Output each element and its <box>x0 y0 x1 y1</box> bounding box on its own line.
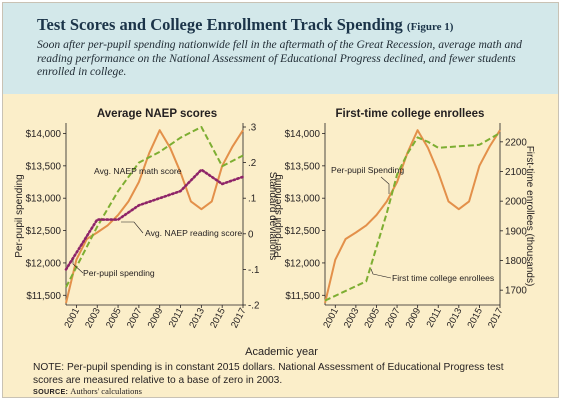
series-annotation: Per-pupil Spending <box>331 165 404 175</box>
annotation-leader <box>72 259 84 274</box>
series-line-2 <box>64 168 245 271</box>
series-line-1 <box>65 126 244 288</box>
y2-tick-label: 0 <box>248 229 254 240</box>
source-label: SOURCE: <box>33 387 69 396</box>
y-tick-label: $14,000 <box>26 129 62 140</box>
charts-svg: Average NAEP scores $11,500 $12,000 $12,500… <box>14 108 535 330</box>
series-annotation: Avg. NAEP reading score <box>145 228 242 238</box>
x-tick-label: 2013 <box>187 306 207 330</box>
figure-title: Test Scores and College Enrollment Track… <box>37 15 453 35</box>
figure-reference: (Figure 1) <box>406 21 454 33</box>
y2-tick-label: 1700 <box>505 286 527 297</box>
y2-tick-label: .3 <box>248 123 257 134</box>
y-tick-label: $12,500 <box>26 226 62 237</box>
x-tick-label: 2015 <box>208 306 228 330</box>
x-tick-label: 2005 <box>362 306 382 330</box>
x-tick-label: 2007 <box>383 306 403 330</box>
y-tick-label: $11,500 <box>26 291 61 302</box>
y-tick-label: $14,000 <box>285 129 321 140</box>
series-annotation: First time college enrollees <box>392 273 494 283</box>
figure-title-text: Test Scores and College Enrollment Track… <box>37 15 403 34</box>
y2-tick-label: 2100 <box>505 167 527 178</box>
y2-tick-label: .1 <box>248 194 256 205</box>
x-tick-label: 2013 <box>445 306 465 330</box>
x-axis-title: Academic year <box>245 346 318 358</box>
x-tick-label: 2007 <box>125 306 145 330</box>
y2-tick-label: 2200 <box>505 137 527 148</box>
x-tick-label: 2009 <box>146 306 166 330</box>
y-axis-title: Per-pupil spending <box>14 174 25 257</box>
x-tick-label: 2011 <box>425 306 444 329</box>
series-line-0 <box>324 129 501 304</box>
x-tick-label: 2009 <box>404 306 424 330</box>
y2-axis-title: Standard deviations <box>267 172 278 260</box>
figure-note: NOTE: Per-pupil spending is in constant … <box>33 362 504 387</box>
x-tick-label: 2001 <box>62 306 82 330</box>
annotation-leader <box>370 268 392 279</box>
x-tick-label: 2017 <box>229 306 249 330</box>
series-annotation: Per-pupil spending <box>83 268 155 278</box>
figure-source: SOURCE: Authors' calculations <box>33 386 142 396</box>
x-tick-label: 2003 <box>342 306 362 330</box>
chart-title: Average NAEP scores <box>97 108 217 120</box>
x-tick-label: 2015 <box>465 306 485 330</box>
x-tick-label: 2001 <box>321 306 341 330</box>
source-text: Authors' calculations <box>70 386 142 396</box>
x-tick-label: 2017 <box>486 306 506 330</box>
y2-tick-label: 1900 <box>505 226 527 237</box>
figure-subtitle: Soon after per-pupil spending nationwide… <box>37 38 522 79</box>
series-line-0 <box>65 129 244 304</box>
college-chart: First-time college enrollees $11,500 $12,0… <box>273 108 535 330</box>
y-tick-label: $12,000 <box>26 258 62 269</box>
y2-tick-label: -.2 <box>248 301 259 312</box>
chart-panel: Average NAEP scores $11,500 $12,000 $12,500… <box>3 94 558 397</box>
annotation-leader <box>121 221 144 234</box>
y-tick-label: $11,500 <box>285 291 320 302</box>
series-annotation: Avg. NAEP math score <box>94 166 182 176</box>
x-tick-label: 2003 <box>83 306 103 330</box>
y-tick-label: $13,500 <box>26 161 62 172</box>
y-axis-title: Per-pupil spending <box>273 174 284 257</box>
figure-frame: Test Scores and College Enrollment Track… <box>2 2 559 398</box>
y-tick-label: $13,000 <box>26 194 62 205</box>
x-tick-label: 2005 <box>104 306 124 330</box>
x-tick-label: 2011 <box>167 306 186 329</box>
y-tick-label: $12,000 <box>285 258 321 269</box>
y-tick-label: $13,500 <box>285 161 321 172</box>
y-tick-label: $13,000 <box>285 194 321 205</box>
naep-chart: Average NAEP scores $11,500 $12,000 $12,500… <box>14 108 278 330</box>
chart-title: First-time college enrollees <box>336 108 485 120</box>
y-tick-label: $12,500 <box>285 226 321 237</box>
y2-axis-title: First-time enrollees (thousands) <box>524 146 535 287</box>
figure-header: Test Scores and College Enrollment Track… <box>3 3 558 94</box>
y2-tick-label: -.1 <box>248 265 259 276</box>
y2-tick-label: 1800 <box>505 256 527 267</box>
y2-tick-label: 2000 <box>505 197 527 208</box>
annotation-leader <box>380 176 390 194</box>
series-line-1 <box>324 132 501 302</box>
y2-tick-label: .2 <box>248 158 256 169</box>
